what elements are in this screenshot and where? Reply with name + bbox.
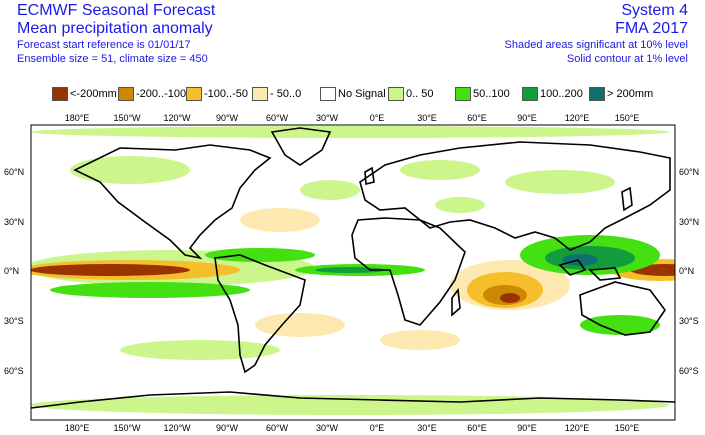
legend-label: 100..200	[540, 88, 583, 100]
legend-swatch	[589, 87, 605, 101]
latitude-labels-right: 60°N 30°N 0°N 30°S 60°S	[679, 167, 699, 376]
legend-item: -100..-50	[186, 86, 248, 102]
lon-label: 90°W	[216, 113, 239, 123]
legend-item: > 200mm	[589, 86, 653, 102]
shading-significance-note: Shaded areas significant at 10% level	[504, 39, 688, 51]
longitude-labels-top: 180°E 150°W 120°W 90°W 60°W 30°W 0°E 30°…	[65, 113, 640, 123]
legend-swatch	[388, 87, 404, 101]
legend-swatch	[522, 87, 538, 101]
lon-label: 60°E	[467, 113, 487, 123]
lon-label: 150°W	[113, 423, 141, 433]
lat-label: 30°N	[679, 217, 699, 227]
lon-label: 60°W	[266, 113, 289, 123]
contour-significance-note: Solid contour at 1% level	[566, 53, 688, 65]
lon-label: 0°E	[370, 423, 385, 433]
legend-item: - 50..0	[252, 86, 301, 102]
lon-label: 60°E	[467, 423, 487, 433]
ensemble-size: Ensemble size = 51, climate size = 450	[17, 53, 208, 65]
lon-label: 30°E	[417, 113, 437, 123]
system-label: System 4	[621, 2, 688, 19]
latitude-labels-left: 60°N 30°N 0°N 30°S 60°S	[4, 167, 24, 376]
lat-label: 60°N	[4, 167, 24, 177]
legend-item: 0.. 50	[388, 86, 434, 102]
world-map: 180°E 150°W 120°W 90°W 60°W 30°W 0°E 30°…	[4, 113, 699, 433]
lat-label: 30°S	[4, 316, 24, 326]
legend-swatch	[118, 87, 134, 101]
lat-label: 0°N	[4, 266, 19, 276]
legend-swatch	[320, 87, 336, 101]
lat-label: 30°N	[4, 217, 24, 227]
lon-label: 30°W	[316, 423, 339, 433]
color-legend: <-200mm -200..-100 -100..-50 - 50..0 No …	[52, 86, 672, 102]
map-frame	[30, 124, 676, 421]
legend-label: 50..100	[473, 88, 510, 100]
legend-label: -200..-100	[136, 88, 187, 100]
anomaly-shading	[31, 126, 675, 415]
legend-swatch	[186, 87, 202, 101]
legend-swatch	[52, 87, 68, 101]
legend-label: -100..-50	[204, 88, 249, 100]
coastlines	[31, 127, 675, 409]
lon-label: 0°E	[370, 113, 385, 123]
lon-label: 180°E	[65, 423, 90, 433]
legend-item: No Signal	[320, 86, 386, 102]
lat-label: 60°S	[4, 366, 24, 376]
lon-label: 120°E	[565, 113, 590, 123]
lon-label: 60°W	[266, 423, 289, 433]
lat-label: 30°S	[679, 316, 699, 326]
lon-label: 180°E	[65, 113, 90, 123]
lon-label: 150°W	[113, 113, 141, 123]
legend-label: > 200mm	[607, 88, 654, 100]
forecast-start-reference: Forecast start reference is 01/01/17	[17, 39, 191, 51]
lon-label: 150°E	[615, 423, 640, 433]
longitude-labels-bottom: 180°E 150°W 120°W 90°W 60°W 30°W 0°E 30°…	[65, 423, 640, 433]
chart-subtitle: Mean precipitation anomaly	[17, 20, 213, 37]
legend-label: - 50..0	[270, 88, 302, 100]
lon-label: 30°W	[316, 113, 339, 123]
lon-label: 90°E	[517, 423, 537, 433]
legend-label: No Signal	[338, 88, 386, 100]
legend-swatch	[455, 87, 471, 101]
lat-label: 60°N	[679, 167, 699, 177]
lon-label: 120°W	[163, 113, 191, 123]
legend-item: 50..100	[455, 86, 510, 102]
legend-item: <-200mm	[52, 86, 117, 102]
chart-title: ECMWF Seasonal Forecast	[17, 2, 216, 19]
legend-item: -200..-100	[118, 86, 186, 102]
forecast-period: FMA 2017	[615, 20, 688, 37]
legend-swatch	[252, 87, 268, 101]
lon-label: 120°E	[565, 423, 590, 433]
legend-label: 0.. 50	[406, 88, 434, 100]
lat-label: 60°S	[679, 366, 699, 376]
legend-label: <-200mm	[70, 88, 117, 100]
lon-label: 90°E	[517, 113, 537, 123]
lon-label: 30°E	[417, 423, 437, 433]
lon-label: 150°E	[615, 113, 640, 123]
lon-label: 120°W	[163, 423, 191, 433]
lon-label: 90°W	[216, 423, 239, 433]
lat-label: 0°N	[679, 266, 694, 276]
legend-item: 100..200	[522, 86, 583, 102]
